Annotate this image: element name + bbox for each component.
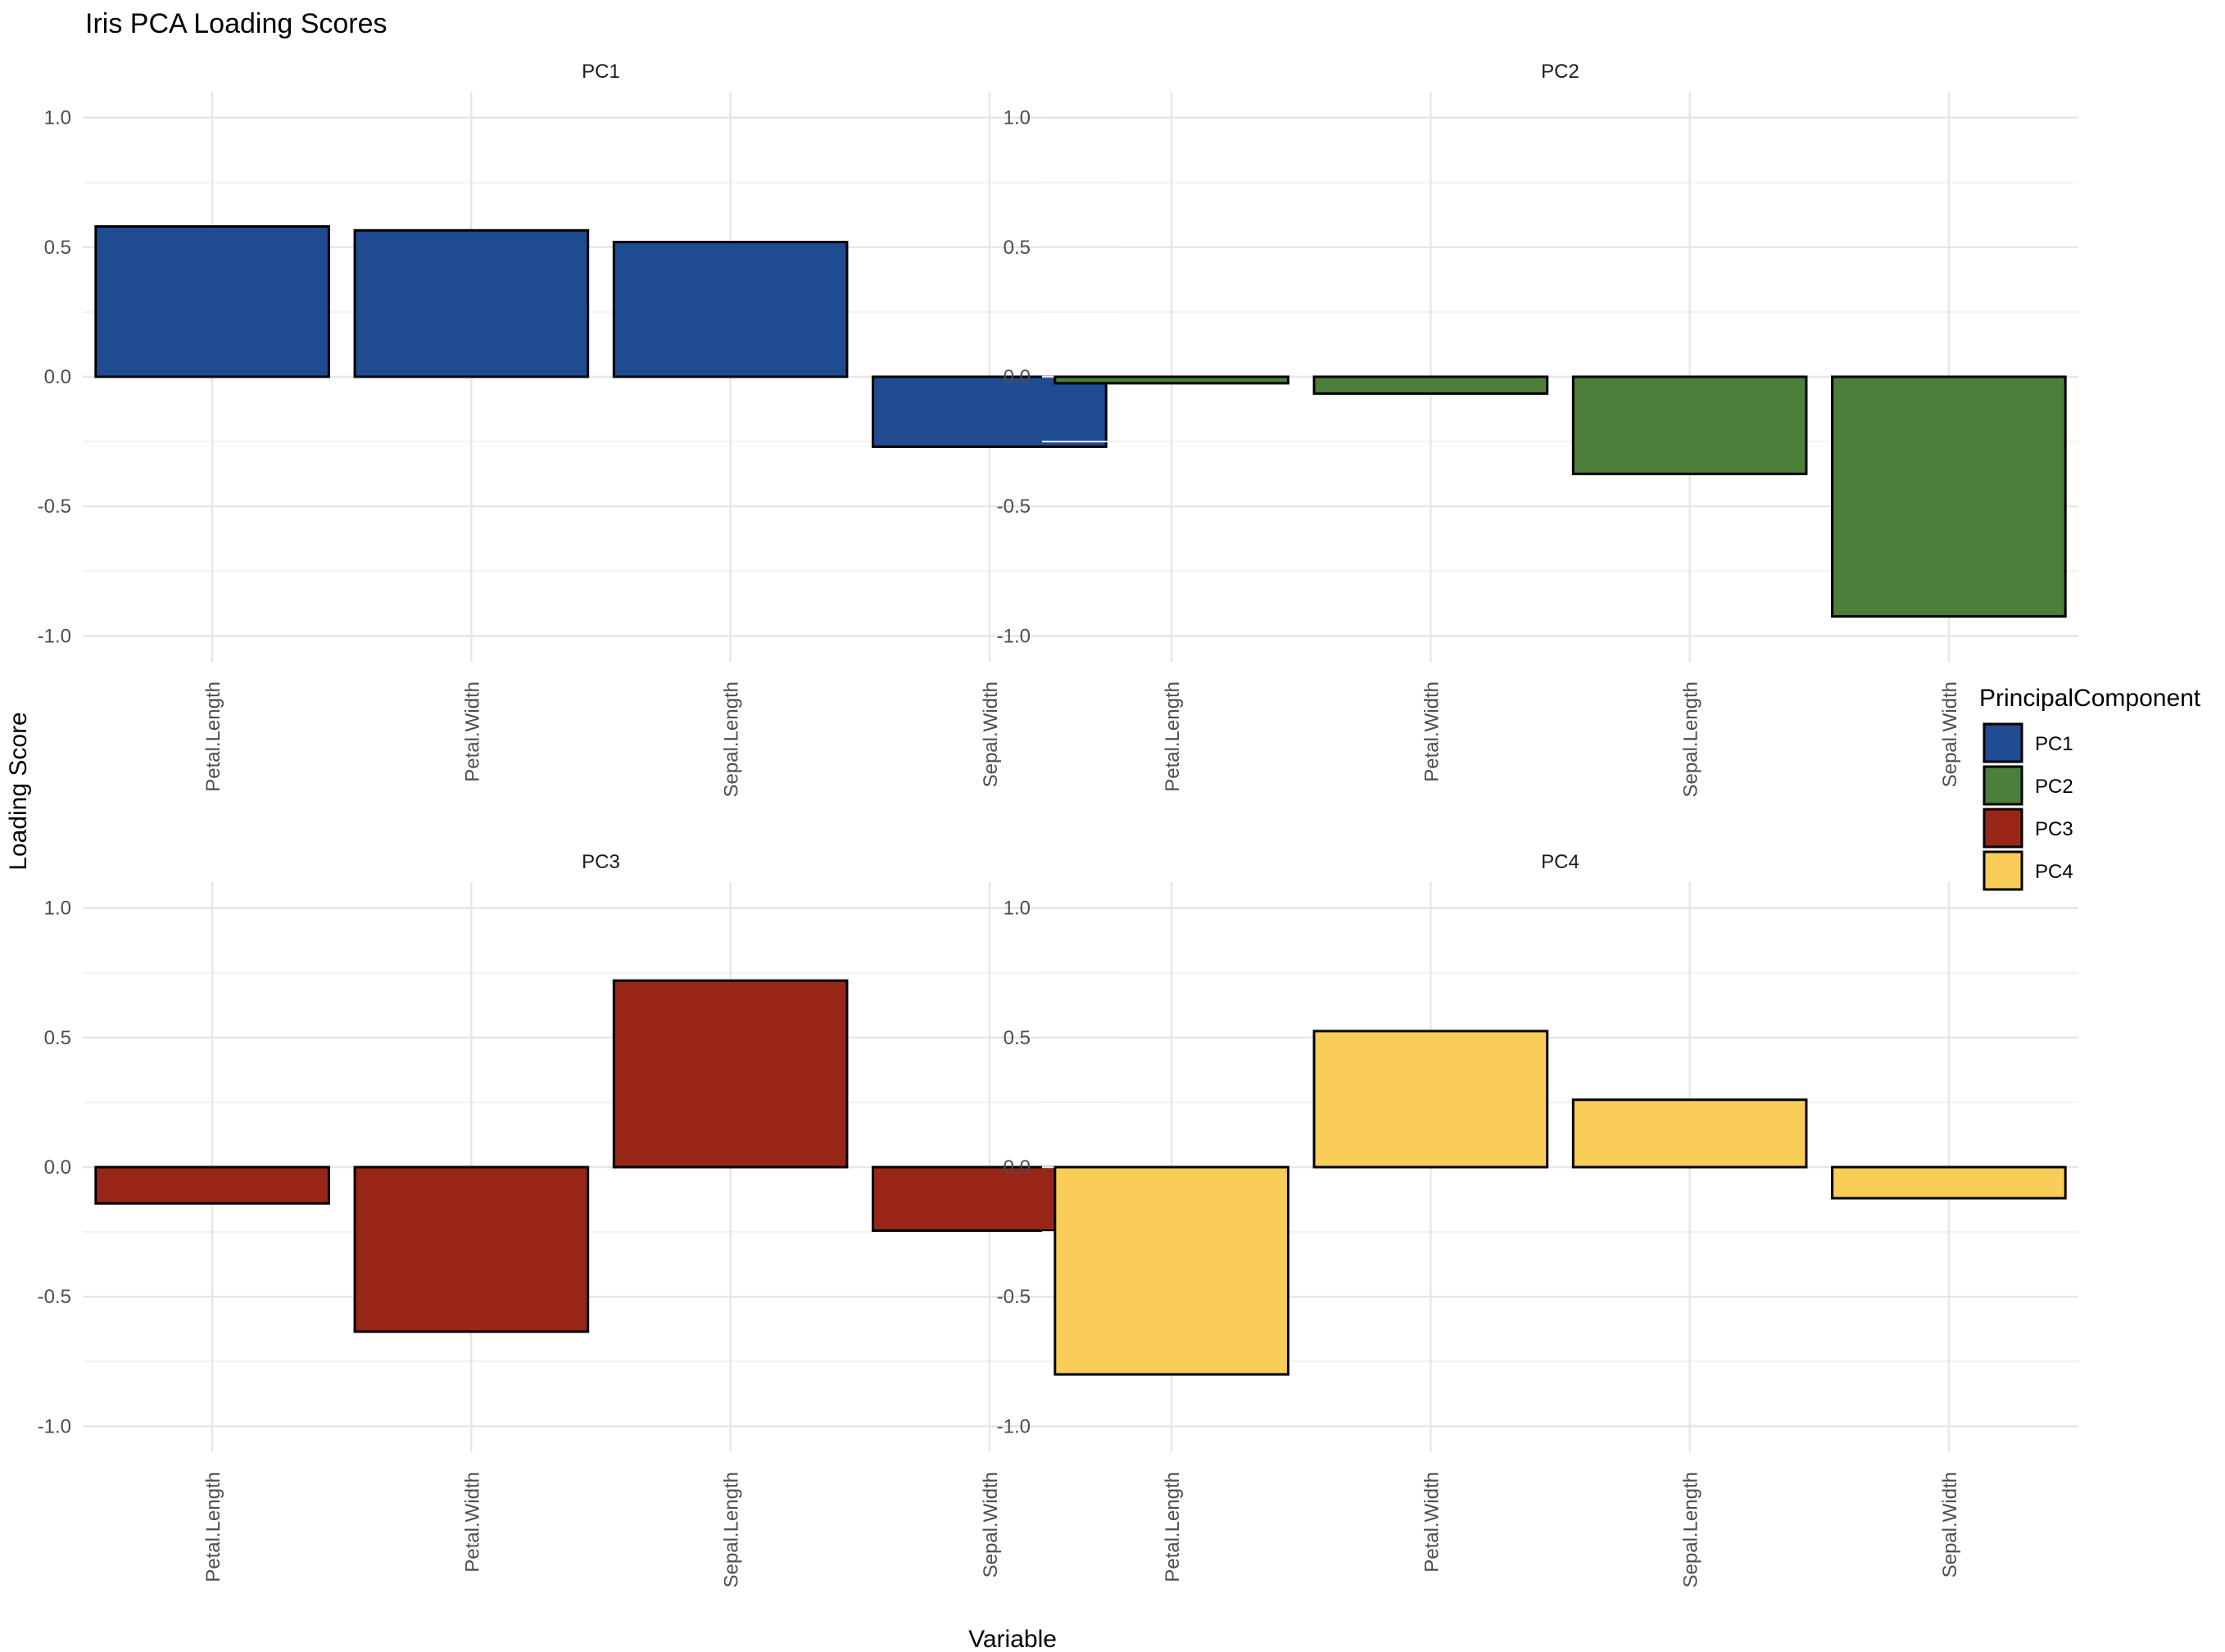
- facet-panel-pc2: PC2 1.0 0.5 0.0 -0.5 -1.0 Petal.Length Petal.Wi…: [997, 61, 2078, 797]
- x-tick-label: Sepal.Width: [1939, 1472, 1961, 1577]
- facet-panel-pc3: PC3 1.0 0.5 0.0 -0.5 -1.0 Petal.Length Petal.Wi…: [38, 851, 1119, 1587]
- x-tick-label: Petal.Length: [1162, 1472, 1184, 1582]
- bar-pc1-petal-length: [94, 225, 330, 378]
- y-tick-label: 0.5: [44, 237, 71, 259]
- x-tick-label: Sepal.Length: [721, 1472, 743, 1587]
- legend-label-pc2: PC2: [2035, 776, 2073, 798]
- y-tick-label: -0.5: [38, 496, 71, 518]
- bar-pc2-petal-width: [1312, 375, 1549, 396]
- bar-pc4-sepal-length: [1571, 1098, 1808, 1169]
- y-tick-label: -0.5: [38, 1286, 71, 1308]
- x-axis-label: Variable: [968, 1626, 1057, 1648]
- x-tick-label: Sepal.Width: [980, 681, 1002, 787]
- x-tick-label: Petal.Length: [1162, 681, 1184, 792]
- bar-pc1-sepal-width: [872, 375, 1108, 448]
- y-tick-label: 0.0: [44, 366, 71, 388]
- bar-pc1-petal-width: [353, 229, 590, 378]
- legend-key-pc1: [1983, 722, 2023, 763]
- bar-pc4-petal-width: [1312, 1030, 1549, 1169]
- bar-pc2-sepal-length: [1571, 375, 1808, 476]
- x-tick-label: Sepal.Length: [721, 681, 743, 797]
- x-tick-label: Sepal.Length: [1680, 681, 1702, 797]
- facet-strip-label: PC4: [1541, 851, 1579, 873]
- y-tick-label: -1.0: [997, 625, 1031, 647]
- y-axis-label: Loading Score: [5, 712, 32, 870]
- bar-pc2-petal-length: [1054, 375, 1289, 385]
- y-tick-label: -1.0: [997, 1415, 1031, 1437]
- y-tick-label: 1.0: [44, 898, 71, 920]
- y-tick-label: 1.0: [1004, 898, 1031, 920]
- x-tick-label: Sepal.Width: [980, 1472, 1002, 1577]
- y-tick-label: 1.0: [1004, 107, 1031, 129]
- y-tick-label: -1.0: [38, 1415, 71, 1437]
- legend: PrincipalComponent PC1 PC2 PC3 PC4: [1979, 685, 2201, 891]
- y-tick-label: 0.5: [1004, 237, 1031, 259]
- bar-pc3-sepal-length: [612, 979, 849, 1169]
- y-tick-label: 0.0: [44, 1156, 71, 1179]
- bar-pc3-petal-width: [353, 1165, 590, 1333]
- x-tick-label: Petal.Width: [461, 1472, 483, 1573]
- x-tick-label: Sepal.Width: [1939, 681, 1961, 787]
- facet-panel-pc1: PC1 1.0 0.5 0.0 -0.5 -1.0 Petal.Length Petal.Wi…: [38, 61, 1119, 797]
- legend-key-pc3: [1983, 808, 2023, 849]
- y-tick-label: 1.0: [44, 107, 71, 129]
- y-tick-label: 0.0: [1004, 1156, 1031, 1179]
- y-tick-label: -0.5: [997, 496, 1031, 518]
- facet-strip-label: PC1: [582, 61, 620, 83]
- x-tick-label: Petal.Length: [202, 681, 224, 792]
- y-tick-label: -0.5: [997, 1286, 1031, 1308]
- x-tick-label: Petal.Width: [1421, 681, 1443, 782]
- facet-panels: PC1 1.0 0.5 0.0 -0.5 -1.0 Petal.Length Petal.Wi…: [38, 61, 2078, 1587]
- bar-pc4-petal-length: [1054, 1165, 1289, 1376]
- x-tick-label: Petal.Width: [1421, 1472, 1443, 1573]
- y-tick-label: -1.0: [38, 625, 71, 647]
- bar-pc3-petal-length: [94, 1165, 330, 1205]
- bar-pc2-sepal-width: [1831, 375, 2067, 618]
- legend-key-pc2: [1983, 765, 2023, 806]
- facet-panel-pc4: PC4 1.0 0.5 0.0 -0.5 -1.0 Petal.Length Petal.Wi…: [997, 851, 2078, 1587]
- y-tick-label: 0.0: [1004, 366, 1031, 388]
- facet-strip-label: PC3: [582, 851, 620, 873]
- bar-pc1-sepal-length: [612, 240, 849, 378]
- legend-label-pc3: PC3: [2035, 818, 2073, 840]
- x-tick-label: Petal.Width: [461, 681, 483, 782]
- bar-pc4-sepal-width: [1831, 1165, 2067, 1200]
- legend-label-pc1: PC1: [2035, 733, 2073, 755]
- x-tick-label: Sepal.Length: [1680, 1472, 1702, 1587]
- facet-strip-label: PC2: [1541, 61, 1579, 83]
- x-tick-label: Petal.Length: [202, 1472, 224, 1582]
- y-tick-label: 0.5: [1004, 1027, 1031, 1049]
- legend-title: PrincipalComponent: [1979, 685, 2201, 712]
- legend-key-pc4: [1983, 850, 2023, 891]
- y-tick-label: 0.5: [44, 1027, 71, 1049]
- chart-title: Iris PCA Loading Scores: [85, 8, 387, 39]
- legend-label-pc4: PC4: [2035, 861, 2073, 883]
